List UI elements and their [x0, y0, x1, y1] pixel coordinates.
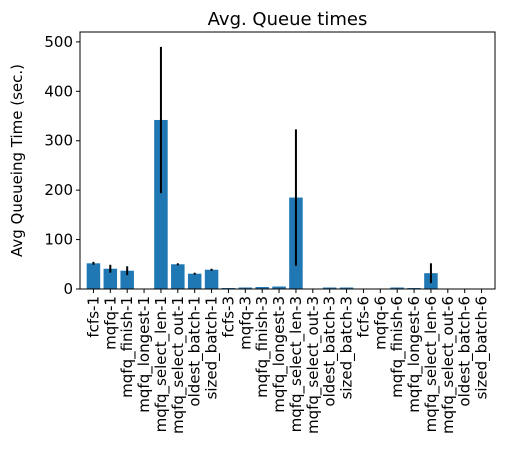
error-bar-series: [92, 46, 432, 284]
x-tick-label: mqfq-6: [371, 296, 389, 350]
y-tick-label: 400: [44, 82, 73, 100]
plot-frame: [79, 31, 496, 290]
x-tick-label: mqfq_finish-1: [118, 296, 137, 398]
x-tick-label: oldest_batch-1: [186, 296, 205, 407]
x-tick-label: mqfq_finish-3: [253, 296, 272, 398]
y-tick-label: 300: [44, 132, 73, 150]
x-tick-label: mqfq_select_len-6: [422, 296, 441, 432]
bar: [272, 286, 286, 289]
bar: [120, 270, 134, 289]
x-tick-label: fcfs-1: [84, 296, 102, 338]
x-tick-label: fcfs-6: [354, 296, 372, 338]
chart-title: Avg. Queue times: [208, 9, 368, 30]
y-tick-label: 500: [44, 33, 73, 51]
bar-series: [86, 119, 438, 289]
y-tick-label: 200: [44, 181, 73, 199]
x-tick-label: fcfs-3: [219, 296, 237, 338]
x-tick-label: mqfq_select_len-3: [287, 296, 306, 432]
y-tick-label: 100: [44, 231, 73, 249]
x-tick-label: oldest_batch-3: [321, 296, 340, 407]
y-tick-label: 0: [63, 280, 73, 298]
x-tick-label: mqfq_select_out-1: [169, 296, 188, 434]
x-axis: fcfs-1mqfq-1mqfq_finish-1mqfq_longest-1m…: [84, 289, 492, 434]
x-tick-label: oldest_batch-6: [456, 296, 475, 407]
bar: [322, 287, 337, 289]
bar: [339, 287, 354, 289]
bar: [390, 287, 404, 289]
y-axis-label: Avg Queueing Time (sec.): [8, 64, 26, 257]
x-tick-label: mqfq_select_out-6: [439, 296, 458, 434]
bar: [103, 268, 118, 289]
bar: [238, 287, 253, 289]
bar: [187, 273, 202, 289]
x-tick-label: sized_batch-6: [473, 296, 492, 399]
x-tick-label: mqfq-3: [236, 296, 254, 350]
x-tick-label: sized_batch-3: [338, 296, 357, 399]
bar: [255, 287, 269, 289]
x-tick-label: mqfq_longest-1: [135, 296, 154, 413]
x-tick-label: mqfq_longest-6: [405, 296, 424, 413]
bar: [204, 269, 219, 289]
x-tick-label: mqfq_select_out-3: [304, 296, 323, 434]
x-tick-label: mqfq_longest-3: [270, 296, 289, 413]
y-axis: 0 100 200 300 400 500: [44, 33, 80, 298]
x-tick-label: mqfq-1: [101, 296, 119, 350]
bar: [86, 263, 101, 289]
x-tick-label: sized_batch-1: [203, 296, 222, 399]
bar: [171, 264, 185, 289]
x-tick-label: mqfq_finish-6: [388, 296, 407, 398]
bar: [154, 119, 168, 289]
x-tick-label: mqfq_select_len-1: [152, 296, 171, 432]
